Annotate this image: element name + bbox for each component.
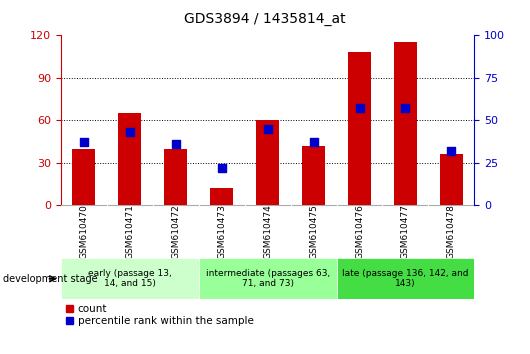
Bar (61, 258, 199, 299)
Text: GSM610471: GSM610471 (126, 204, 134, 259)
Text: GSM610473: GSM610473 (217, 204, 226, 259)
Bar (394, 42, 417, 205)
Point (217, 165, 226, 171)
Bar (440, 154, 463, 205)
Bar (210, 188, 233, 205)
Point (401, 105, 410, 111)
Text: GSM610477: GSM610477 (401, 204, 410, 259)
Bar (302, 146, 325, 205)
Text: GSM610476: GSM610476 (355, 204, 364, 259)
Text: intermediate (passages 63,
71, and 73): intermediate (passages 63, 71, and 73) (206, 269, 330, 289)
Point (126, 130, 134, 135)
Text: development stage: development stage (3, 274, 98, 284)
Bar (199, 258, 337, 299)
Text: GSM610475: GSM610475 (309, 204, 318, 259)
Text: GSM610478: GSM610478 (447, 204, 456, 259)
Point (310, 139, 318, 145)
Bar (164, 149, 187, 205)
Point (80, 139, 88, 145)
Text: GDS3894 / 1435814_at: GDS3894 / 1435814_at (184, 12, 346, 27)
Bar (73, 149, 95, 205)
Bar (337, 258, 474, 299)
Point (172, 141, 180, 147)
Text: GSM610474: GSM610474 (263, 205, 272, 259)
Text: GSM610470: GSM610470 (80, 204, 89, 259)
Text: early (passage 13,
14, and 15): early (passage 13, 14, and 15) (88, 269, 172, 289)
Point (355, 105, 364, 111)
Bar (348, 52, 371, 205)
Legend: count, percentile rank within the sample: count, percentile rank within the sample (66, 304, 253, 326)
Bar (118, 113, 142, 205)
Point (263, 126, 272, 132)
Point (447, 148, 456, 154)
Text: GSM610472: GSM610472 (171, 205, 180, 259)
Bar (256, 120, 279, 205)
Text: late (passage 136, 142, and
143): late (passage 136, 142, and 143) (342, 269, 469, 289)
